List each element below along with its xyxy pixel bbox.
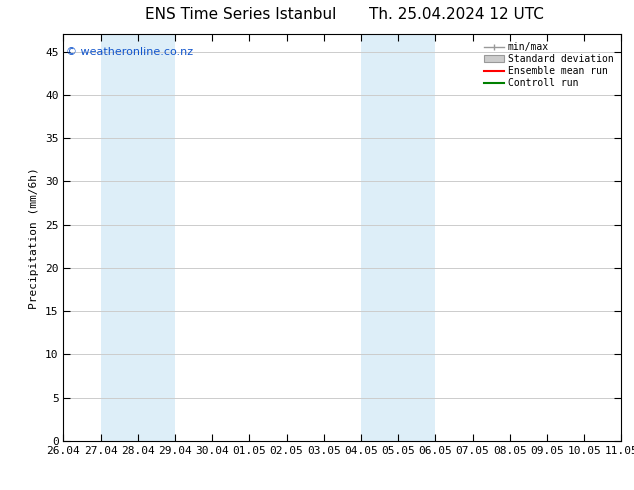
- Bar: [101, 34, 175, 441]
- Text: © weatheronline.co.nz: © weatheronline.co.nz: [66, 47, 193, 56]
- Bar: [621, 34, 634, 441]
- Y-axis label: Precipitation (mm/6h): Precipitation (mm/6h): [30, 167, 39, 309]
- Text: Th. 25.04.2024 12 UTC: Th. 25.04.2024 12 UTC: [369, 7, 544, 23]
- Text: ENS Time Series Istanbul: ENS Time Series Istanbul: [145, 7, 337, 23]
- Legend: min/max, Standard deviation, Ensemble mean run, Controll run: min/max, Standard deviation, Ensemble me…: [482, 39, 616, 91]
- Bar: [361, 34, 436, 441]
